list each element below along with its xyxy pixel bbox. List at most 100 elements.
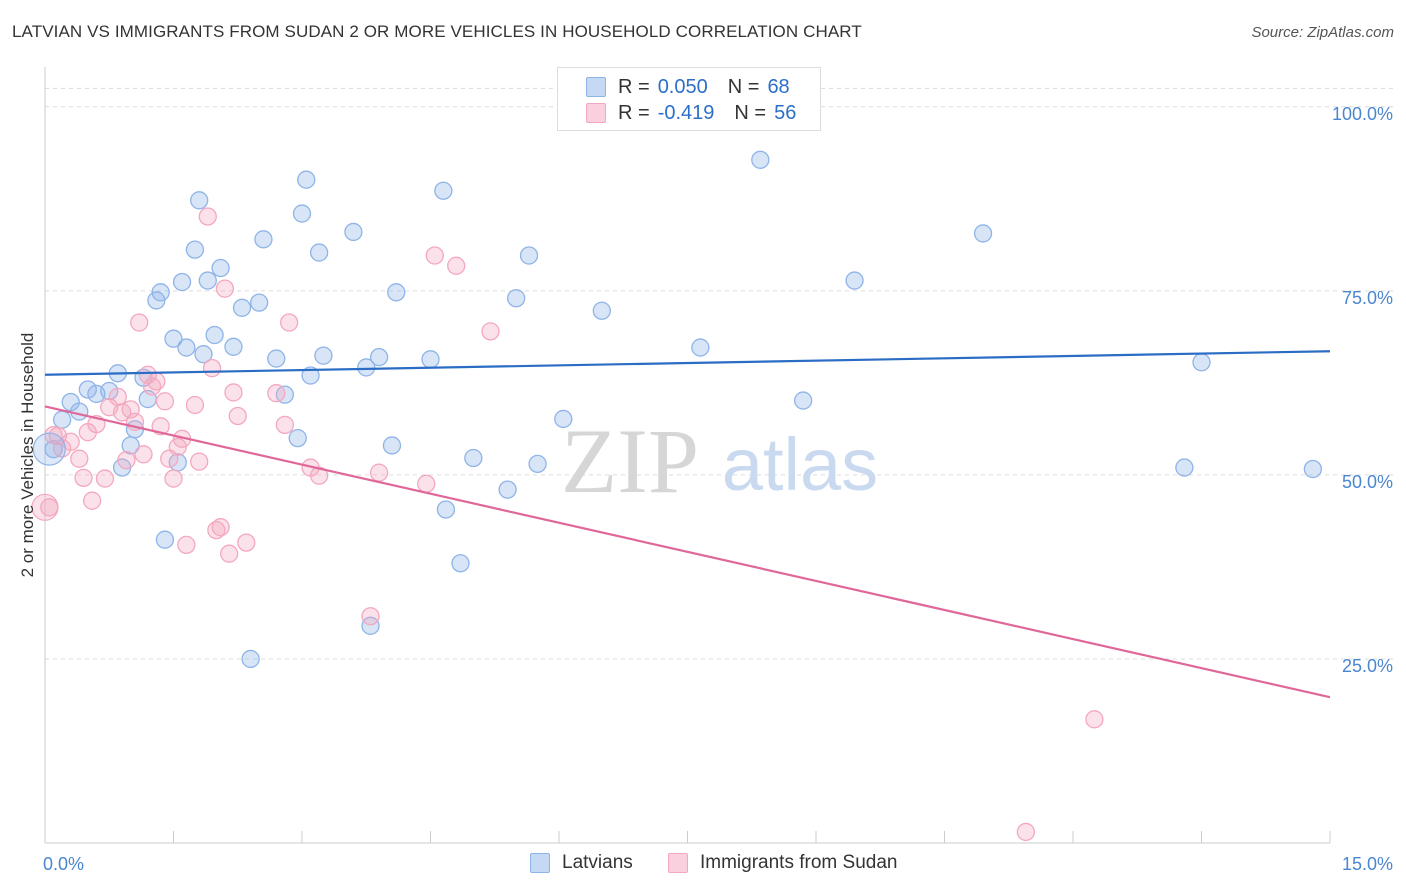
latvians-point: [434, 181, 453, 200]
latvians-point: [369, 347, 389, 367]
sudan-point: [417, 474, 436, 493]
latvians-point: [267, 349, 286, 368]
sudan-point: [224, 383, 243, 402]
legend-item-latvians[interactable]: Latvians: [530, 852, 633, 874]
trend-lines: [44, 350, 1331, 699]
sudan-point: [164, 469, 183, 488]
latvians-point: [387, 283, 406, 302]
latvians-point: [194, 345, 213, 364]
latvians-point: [361, 616, 380, 635]
legend-swatch-sudan: [586, 103, 606, 123]
latvians-point: [845, 271, 864, 290]
n-value-sudan: 56: [774, 101, 797, 124]
sudan-point: [447, 256, 466, 275]
y-tick-label: 100.0%: [1332, 104, 1393, 124]
latvians-point: [344, 222, 363, 242]
legend-swatch-latvians: [530, 853, 550, 873]
latvians-point: [357, 358, 376, 377]
r-label: R =: [618, 75, 650, 98]
sudan-point: [74, 468, 93, 487]
latvians-point: [232, 298, 252, 317]
sudan-point: [190, 452, 209, 471]
source-label: Source: ZipAtlas.com: [1251, 24, 1394, 41]
latvians-point: [78, 380, 97, 399]
latvians-point: [592, 301, 611, 320]
legend-swatch-latvians: [586, 77, 606, 97]
legend-row-sudan: R = -0.419 N = 56: [586, 100, 796, 126]
latvians-point: [250, 293, 269, 312]
sudan-point: [267, 384, 286, 403]
n-label: N =: [727, 75, 760, 98]
latvians-point: [1303, 459, 1323, 479]
y-tick-label: 50.0%: [1342, 472, 1393, 492]
sudan-point: [198, 207, 217, 226]
sudan-point: [220, 544, 239, 563]
y-tick-label: 75.0%: [1342, 288, 1393, 308]
latvians-point: [498, 480, 517, 499]
x-tick-label: 15.0%: [1342, 854, 1393, 874]
latvians-point: [973, 224, 993, 243]
legend-label-latvians: Latvians: [562, 852, 633, 873]
r-value-sudan: -0.419: [657, 101, 715, 124]
sudan-point: [369, 463, 389, 482]
latvians-trend-line: [44, 350, 1331, 376]
sudan-point: [61, 432, 80, 451]
series-legend: Latvians Immigrants from Sudan: [0, 852, 1406, 878]
sudan-point: [108, 387, 127, 407]
data-points: [31, 150, 1323, 842]
latvians-point: [507, 289, 526, 308]
latvians-point: [190, 191, 209, 210]
latvians-point: [288, 428, 307, 448]
latvians-point: [198, 271, 217, 290]
sudan-point: [228, 406, 247, 426]
latvians-point: [554, 409, 573, 429]
sudan-point: [95, 469, 115, 488]
latvians-point: [32, 432, 66, 466]
latvians-point: [436, 500, 456, 519]
latvians-point: [382, 436, 402, 455]
latvians-point: [528, 454, 547, 474]
tick-labels: 25.0% 50.0% 75.0% 100.0% 0.0% 15.0%: [43, 104, 1393, 874]
legend-label-sudan: Immigrants from Sudan: [700, 852, 898, 873]
sudan-point: [309, 466, 329, 485]
sudan-point: [117, 451, 136, 470]
sudan-point: [361, 607, 380, 626]
sudan-point: [155, 392, 175, 411]
legend-row-latvians: R = 0.050 N = 68: [586, 74, 790, 100]
sudan-point: [202, 359, 222, 378]
sudan-point: [1016, 822, 1036, 842]
sudan-point: [1085, 710, 1104, 729]
y-axis-label: 2 or more Vehicles in Household: [18, 332, 37, 578]
latvians-point: [751, 150, 770, 169]
r-label: R =: [618, 101, 650, 124]
latvians-point: [151, 283, 170, 302]
latvians-point: [292, 204, 312, 223]
latvians-point: [164, 329, 183, 348]
n-label: N =: [734, 101, 767, 124]
sudan-point: [481, 322, 500, 341]
latvians-point: [464, 448, 483, 468]
latvians-point: [1175, 458, 1194, 477]
y-tick-label: 25.0%: [1342, 656, 1393, 676]
gridlines: [45, 87, 1395, 660]
latvians-point: [205, 325, 224, 345]
latvians-point: [211, 258, 230, 278]
sudan-point: [237, 533, 256, 552]
legend-item-sudan[interactable]: Immigrants from Sudan: [668, 852, 897, 874]
sudan-point: [82, 491, 102, 510]
sudan-trend-line: [44, 405, 1331, 699]
watermark-zip: ZIP: [561, 410, 699, 512]
x-tick-label: 0.0%: [43, 854, 84, 874]
sudan-point: [70, 449, 89, 468]
watermark-atlas: atlas: [722, 423, 878, 506]
latvians-point: [254, 230, 273, 249]
sudan-point: [134, 445, 153, 464]
latvians-point: [1192, 353, 1211, 372]
correlation-legend: R = 0.050 N = 68 R = -0.419 N = 56: [557, 67, 821, 131]
latvians-point: [241, 649, 260, 669]
sudan-point: [185, 395, 205, 415]
sudan-point: [275, 415, 295, 434]
latvians-point: [177, 338, 196, 357]
latvians-point: [224, 337, 243, 356]
